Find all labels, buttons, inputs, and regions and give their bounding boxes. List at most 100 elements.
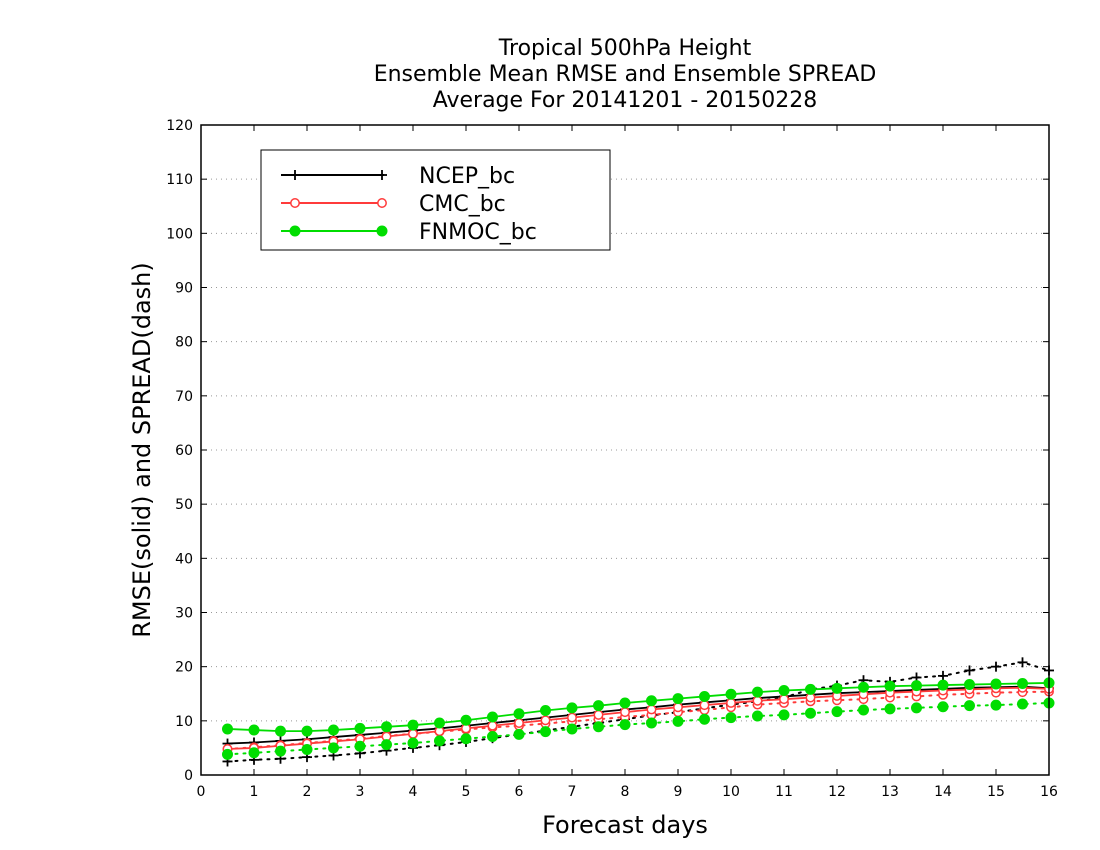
- rmse-point-cmc-bc: [408, 728, 418, 739]
- x-tick-label: 4: [409, 784, 418, 800]
- x-tick-label: 7: [568, 784, 577, 800]
- series-spread-ncep-bc: [226, 661, 1050, 763]
- rmse-point-cmc-bc: [752, 695, 763, 706]
- y-tick-label: 80: [175, 335, 193, 351]
- rmse-point-fnmoc-bc: [725, 688, 737, 700]
- rmse-point-fnmoc-bc: [672, 693, 684, 705]
- rmse-point-fnmoc-bc: [964, 679, 975, 691]
- spread-point-ncep-bc: [964, 665, 975, 676]
- rmse-point-cmc-bc: [487, 720, 498, 731]
- spread-point-fnmoc-bc: [248, 747, 260, 759]
- y-tick-label: 40: [175, 551, 193, 567]
- legend-label-cmc-bc: CMC_bc: [419, 192, 506, 217]
- y-tick-label: 0: [184, 768, 193, 784]
- legend-marker-end-ncep-bc: [377, 170, 387, 180]
- spread-point-fnmoc-bc: [725, 712, 737, 724]
- spread-point-fnmoc-bc: [937, 701, 949, 713]
- x-tick-label: 9: [674, 784, 683, 800]
- legend: NCEP_bc CMC_bc FNMOC_bc: [260, 149, 611, 251]
- spread-point-fnmoc-bc: [354, 740, 366, 752]
- spread-point-fnmoc-bc: [672, 715, 684, 727]
- rmse-point-cmc-bc: [540, 715, 551, 726]
- legend-label-ncep-bc: NCEP_bc: [419, 164, 515, 189]
- y-tick-label: 20: [175, 660, 193, 676]
- series-rmse-ncep-bc: [227, 685, 1050, 745]
- x-tick-label: 14: [934, 784, 952, 800]
- rmse-point-fnmoc-bc: [699, 690, 710, 702]
- rmse-point-fnmoc-bc: [911, 680, 922, 692]
- legend-marker-start-fnmoc-bc: [289, 225, 301, 237]
- spread-point-fnmoc-bc: [381, 739, 392, 751]
- spread-point-fnmoc-bc: [884, 703, 896, 715]
- rmse-point-cmc-bc: [514, 718, 524, 728]
- spread-point-fnmoc-bc: [301, 744, 313, 756]
- rmse-point-fnmoc-bc: [566, 702, 578, 714]
- spread-point-fnmoc-bc: [619, 719, 631, 731]
- spread-point-ncep-bc: [991, 661, 1001, 672]
- x-tick-label: 15: [987, 784, 1005, 800]
- x-tick-label: 16: [1040, 784, 1058, 800]
- rmse-point-fnmoc-bc: [248, 724, 260, 736]
- y-tick-label: 10: [175, 714, 193, 730]
- rmse-point-fnmoc-bc: [354, 722, 366, 734]
- spread-point-fnmoc-bc: [646, 717, 657, 729]
- y-tick-label: 110: [166, 172, 193, 188]
- rmse-point-fnmoc-bc: [275, 725, 286, 737]
- chart-title-line-3: Average For 20141201 - 20150228: [432, 88, 818, 113]
- spread-point-ncep-bc: [938, 670, 948, 681]
- spread-point-fnmoc-bc: [964, 700, 975, 712]
- spread-point-fnmoc-bc: [593, 721, 604, 733]
- y-tick-label: 100: [166, 226, 193, 242]
- rmse-point-fnmoc-bc: [301, 725, 313, 737]
- y-axis-label: RMSE(solid) and SPREAD(dash): [128, 262, 156, 638]
- rmse-point-cmc-bc: [620, 707, 630, 718]
- spread-point-fnmoc-bc: [831, 706, 843, 718]
- legend-label-fnmoc-bc: FNMOC_bc: [419, 220, 537, 245]
- rmse-point-fnmoc-bc: [513, 708, 525, 720]
- rmse-point-cmc-bc: [779, 694, 789, 705]
- x-tick-label: 13: [881, 784, 899, 800]
- y-tick-label: 70: [175, 389, 193, 405]
- x-tick-label: 8: [621, 784, 630, 800]
- rmse-point-cmc-bc: [646, 704, 657, 715]
- rmse-point-fnmoc-bc: [778, 685, 790, 696]
- rmse-point-fnmoc-bc: [460, 714, 472, 726]
- rmse-point-fnmoc-bc: [381, 721, 392, 733]
- spread-point-fnmoc-bc: [275, 745, 286, 757]
- spread-point-fnmoc-bc: [434, 735, 445, 747]
- legend-box: [260, 149, 611, 251]
- x-tick-label: 5: [462, 784, 471, 800]
- rmse-point-fnmoc-bc: [646, 695, 657, 707]
- spread-point-fnmoc-bc: [1017, 698, 1028, 710]
- spread-point-fnmoc-bc: [778, 709, 790, 721]
- x-tick-label: 2: [303, 784, 312, 800]
- spread-point-fnmoc-bc: [407, 737, 419, 749]
- spread-point-fnmoc-bc: [990, 699, 1002, 711]
- x-tick-label: 11: [775, 784, 793, 800]
- x-tick-label: 10: [722, 784, 740, 800]
- rmse-point-fnmoc-bc: [858, 681, 869, 693]
- rmse-point-fnmoc-bc: [831, 682, 843, 694]
- series-layer: [222, 657, 1055, 767]
- spread-point-fnmoc-bc: [858, 704, 869, 716]
- rmse-point-fnmoc-bc: [619, 697, 631, 709]
- series-rmse-cmc-bc: [227, 686, 1050, 750]
- spread-point-fnmoc-bc: [566, 723, 578, 735]
- rmse-point-cmc-bc: [593, 709, 604, 720]
- y-tick-label: 30: [175, 606, 193, 622]
- rmse-point-fnmoc-bc: [593, 700, 604, 712]
- x-tick-label: 0: [197, 784, 206, 800]
- rmse-point-fnmoc-bc: [540, 705, 551, 717]
- spread-point-fnmoc-bc: [487, 731, 498, 743]
- y-tick-label: 60: [175, 443, 193, 459]
- x-tick-label: 1: [250, 784, 259, 800]
- x-tick-label: 12: [828, 784, 846, 800]
- spread-point-fnmoc-bc: [911, 702, 922, 714]
- rmse-point-fnmoc-bc: [937, 679, 949, 691]
- chart-title-line-2: Ensemble Mean RMSE and Ensemble SPREAD: [373, 62, 877, 87]
- legend-marker-start-cmc-bc: [290, 198, 300, 208]
- legend-marker-end-fnmoc-bc: [376, 225, 388, 237]
- y-tick-label: 50: [175, 497, 193, 513]
- rmse-point-fnmoc-bc: [434, 717, 445, 729]
